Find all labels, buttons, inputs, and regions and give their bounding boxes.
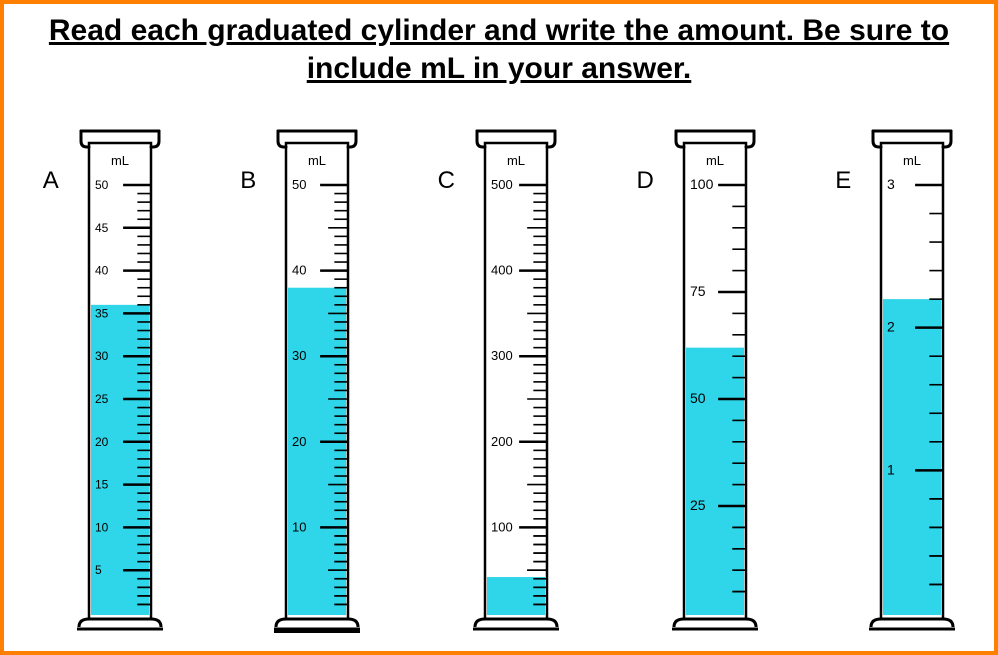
graduated-cylinder: mL 1 2 3 bbox=[869, 125, 955, 645]
graduated-cylinder: mL 5 10 15 20 25 30 35 40 45 50 bbox=[77, 125, 163, 645]
graduated-cylinder: mL 100 200 300 400 500 bbox=[473, 125, 559, 645]
cylinder-letter: D bbox=[636, 167, 653, 195]
scale-label: 2 bbox=[887, 319, 895, 335]
unit-label: mL bbox=[903, 153, 921, 168]
cylinder-letter: A bbox=[43, 167, 59, 195]
cylinder-group: DmL 25 50 75 100 bbox=[636, 125, 757, 645]
unit-label: mL bbox=[507, 153, 525, 168]
scale-label: 10 bbox=[292, 519, 306, 534]
worksheet-frame: Read each graduated cylinder and write t… bbox=[0, 0, 998, 655]
scale-label: 25 bbox=[95, 392, 109, 406]
scale-label: 25 bbox=[690, 497, 706, 513]
scale-label: 20 bbox=[292, 434, 306, 449]
unit-label: mL bbox=[111, 153, 129, 168]
scale-label: 50 bbox=[95, 178, 109, 192]
scale-label: 5 bbox=[95, 563, 102, 577]
scale-label: 30 bbox=[292, 348, 306, 363]
scale-label: 45 bbox=[95, 221, 109, 235]
scale-label: 400 bbox=[491, 263, 513, 278]
scale-label: 35 bbox=[95, 306, 109, 320]
scale-label: 20 bbox=[95, 435, 109, 449]
scale-label: 75 bbox=[690, 283, 706, 299]
cylinder-letter: C bbox=[438, 167, 455, 195]
instruction-text: Read each graduated cylinder and write t… bbox=[4, 4, 994, 91]
scale-label: 50 bbox=[292, 177, 306, 192]
scale-label: 40 bbox=[95, 264, 109, 278]
cylinder-group: EmL 1 2 3 bbox=[835, 125, 955, 645]
cylinder-letter: E bbox=[835, 167, 851, 195]
cylinder-group: AmL 5 10 15 20 25 30 35 40 45 50 bbox=[43, 125, 163, 645]
cylinder-row: AmL 5 10 15 20 25 30 35 40 45 50 BmL 10 20 30 40 50 CmL 10… bbox=[4, 132, 994, 645]
scale-label: 15 bbox=[95, 478, 109, 492]
scale-label: 40 bbox=[292, 263, 306, 278]
scale-label: 200 bbox=[491, 434, 513, 449]
scale-label: 30 bbox=[95, 349, 109, 363]
cylinder-group: BmL 10 20 30 40 50 bbox=[240, 125, 360, 645]
scale-label: 500 bbox=[491, 177, 513, 192]
graduated-cylinder: mL 10 20 30 40 50 bbox=[274, 125, 360, 645]
scale-label: 1 bbox=[887, 461, 895, 477]
scale-label: 3 bbox=[887, 176, 895, 192]
scale-label: 50 bbox=[690, 390, 706, 406]
cylinder-letter: B bbox=[240, 167, 256, 195]
scale-label: 10 bbox=[95, 520, 109, 534]
unit-label: mL bbox=[308, 153, 326, 168]
scale-label: 300 bbox=[491, 348, 513, 363]
cylinder-group: CmL 100 200 300 400 500 bbox=[438, 125, 559, 645]
unit-label: mL bbox=[706, 153, 724, 168]
scale-label: 100 bbox=[690, 176, 714, 192]
scale-label: 100 bbox=[491, 519, 513, 534]
graduated-cylinder: mL 25 50 75 100 bbox=[672, 125, 758, 645]
